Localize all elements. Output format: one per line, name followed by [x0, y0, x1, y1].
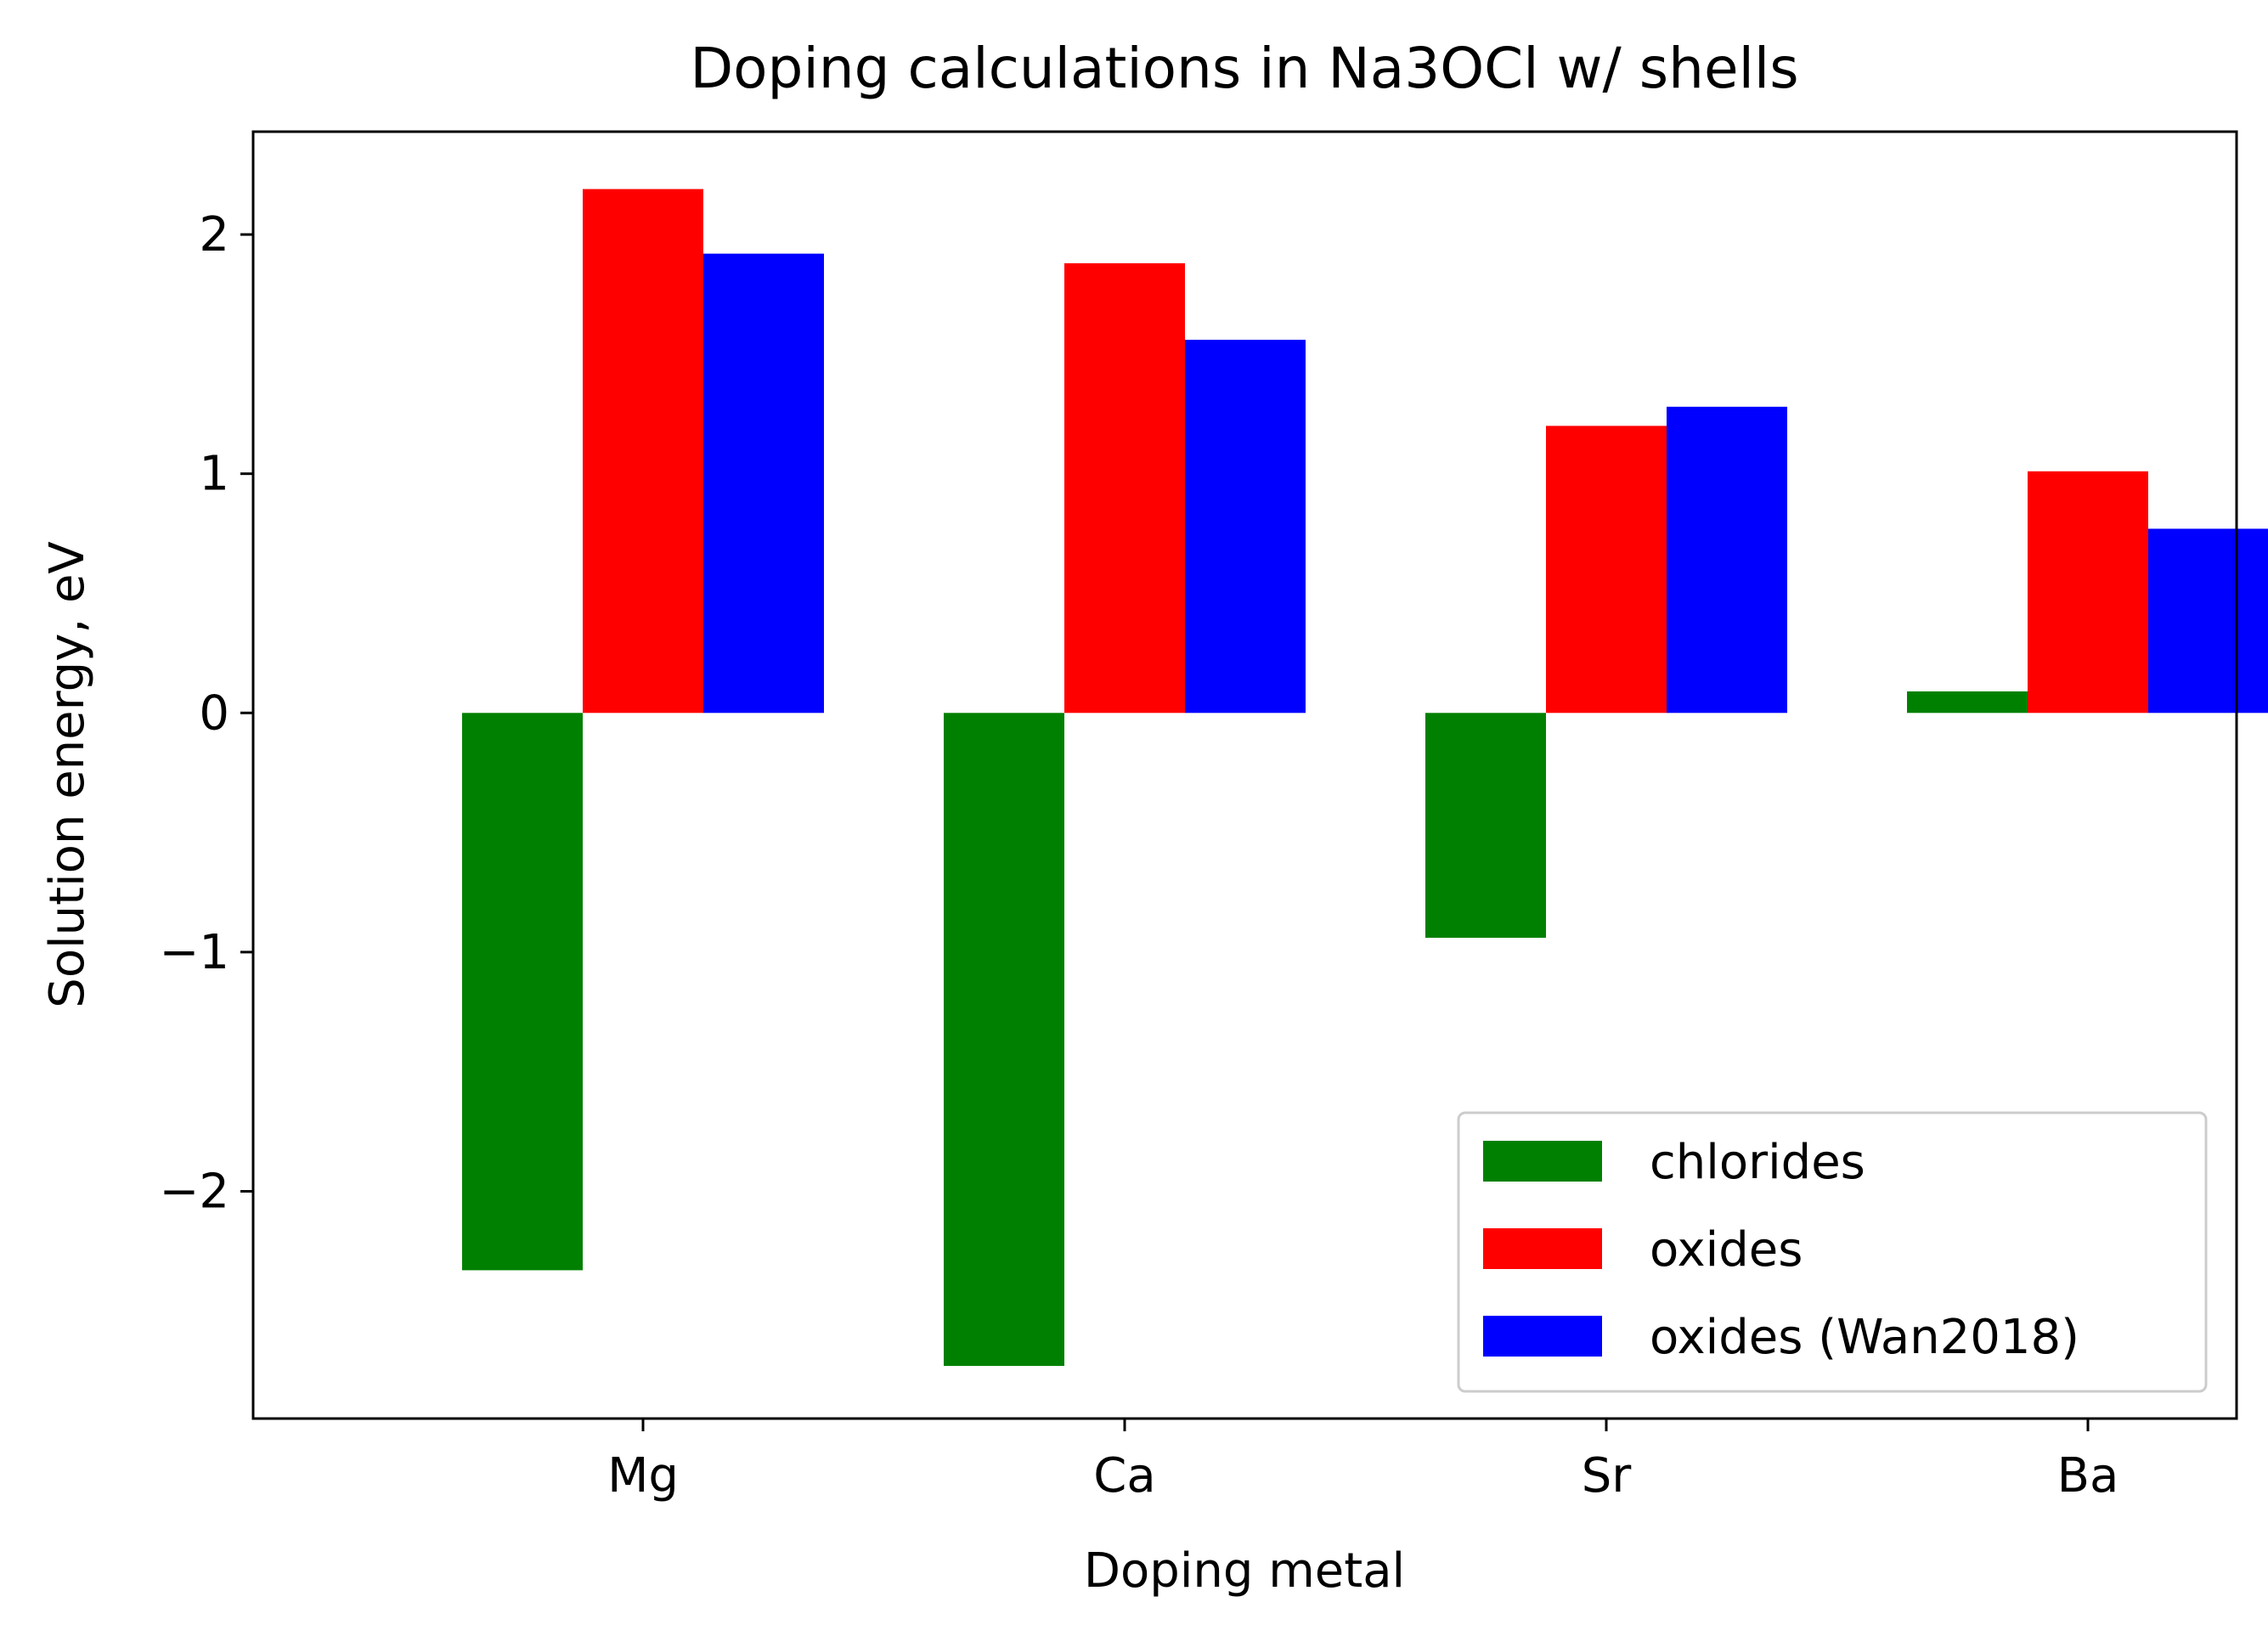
bar-oxides-wan2018-sr	[1667, 406, 1787, 714]
legend-swatch-oxides-wan2018	[1483, 1316, 1602, 1357]
bar-oxides-mg	[583, 189, 703, 714]
bar-oxides-sr	[1546, 426, 1667, 714]
bar-oxides-wan2018-mg	[703, 253, 824, 714]
bar-chlorides-mg	[462, 713, 583, 1271]
legend-label-chlorides: chlorides	[1650, 1135, 1865, 1190]
legend-swatch-oxides	[1483, 1228, 1602, 1269]
bars-group	[462, 189, 2268, 1367]
y-tick-label: 1	[199, 447, 229, 502]
x-tick-label-sr: Sr	[1582, 1448, 1633, 1503]
bar-chlorides-sr	[1425, 713, 1546, 938]
legend-swatch-chlorides	[1483, 1141, 1602, 1182]
y-tick-label: −1	[159, 925, 229, 980]
x-tick-label-ca: Ca	[1093, 1448, 1155, 1503]
legend-label-oxides-wan2018: oxides (Wan2018)	[1650, 1310, 2079, 1365]
bar-oxides-wan2018-ca	[1185, 339, 1306, 714]
x-axis: Mg Ca Sr Ba	[607, 1419, 2118, 1503]
bar-oxides-ca	[1064, 262, 1185, 714]
x-axis-label: Doping metal	[1084, 1543, 1405, 1599]
y-axis-label: Solution energy, eV	[40, 541, 95, 1007]
legend-frame	[1457, 1111, 2208, 1393]
chart-title: Doping calculations in Na3OCl w/ shells	[690, 36, 1798, 101]
x-tick-label-ba: Ba	[2057, 1448, 2119, 1503]
bar-chlorides-ca	[944, 713, 1064, 1367]
y-tick-label: 0	[199, 685, 229, 741]
bar-oxides-ba	[2028, 471, 2148, 714]
legend-label-oxides: oxides	[1650, 1222, 1803, 1278]
bar-chlorides-ba	[1907, 691, 2028, 714]
y-tick-label: −2	[159, 1164, 229, 1219]
bar-oxides-wan2018-ba	[2148, 528, 2268, 714]
legend: chlorides oxides oxides (Wan2018)	[1457, 1111, 2208, 1393]
x-tick-label-mg: Mg	[607, 1448, 679, 1503]
y-tick-label: 2	[199, 207, 229, 262]
y-axis: −2 −1 0 1 2	[159, 207, 253, 1219]
plot-frame	[251, 130, 2238, 1420]
